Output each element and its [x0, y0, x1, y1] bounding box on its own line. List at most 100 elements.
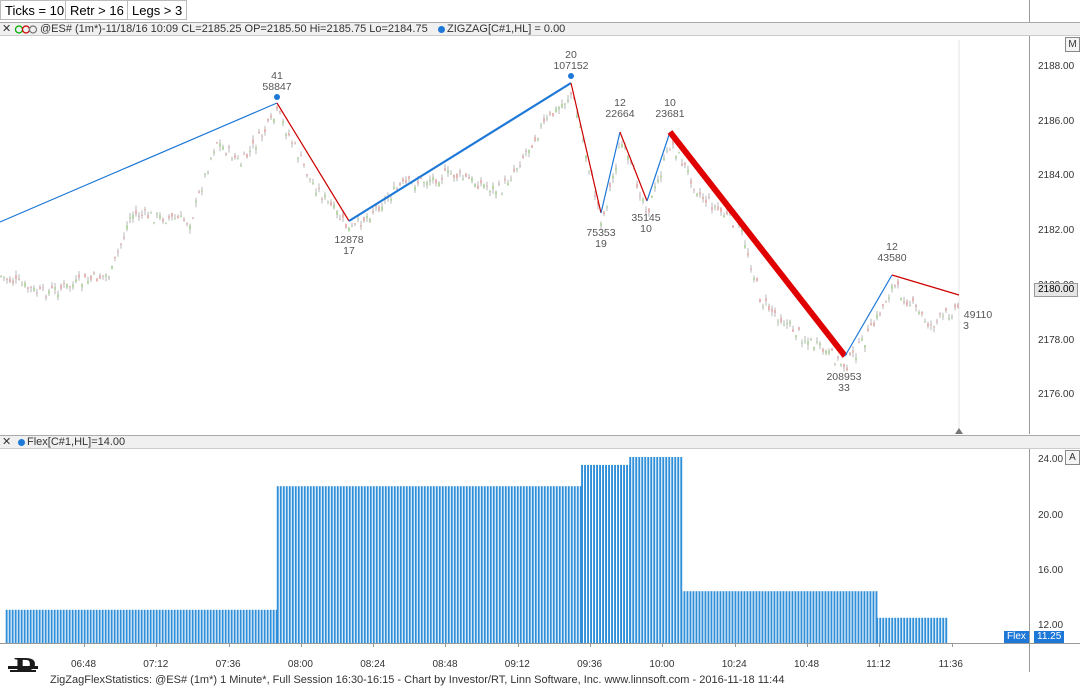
- time-tick-label: 10:00: [649, 659, 675, 670]
- close-pane-icon[interactable]: ✕: [2, 23, 12, 35]
- price-bar-body: [429, 179, 431, 182]
- price-bar-body: [492, 185, 494, 189]
- price-bar-body: [687, 169, 689, 173]
- price-tick-label: 2186.00: [1038, 116, 1075, 127]
- flex-bar: [306, 486, 309, 643]
- scroll-marker-icon[interactable]: [955, 428, 963, 434]
- pivot-label: 19: [595, 238, 607, 250]
- zigzag-indicator-label[interactable]: ZIGZAG[C#1,HL] = 0.00: [447, 23, 566, 35]
- zigzag-leg-down: [570, 82, 602, 214]
- autoscale-button[interactable]: A: [1065, 450, 1080, 465]
- flex-bar: [327, 486, 330, 643]
- price-chart[interactable]: 41 58847 12878 17 20 107152 75353 19 12 …: [0, 36, 1028, 434]
- flex-bar: [659, 457, 662, 643]
- price-bar-body: [624, 146, 626, 148]
- price-bar-body: [903, 301, 905, 303]
- pivot-label: 33: [838, 382, 850, 394]
- flex-bar: [263, 609, 266, 643]
- price-bar-body: [348, 227, 350, 232]
- flex-bar: [104, 609, 107, 643]
- flex-bar: [909, 617, 912, 643]
- flex-bar: [116, 609, 119, 643]
- price-tick-label: 2188.00: [1038, 61, 1075, 72]
- retr-setting-button[interactable]: Retr > 16: [65, 0, 129, 20]
- price-bar-body: [126, 225, 128, 230]
- flex-bar: [749, 591, 752, 643]
- price-bar-body: [156, 213, 158, 215]
- status-text: ZigZagFlexStatistics: @ES# (1m*) 1 Minut…: [50, 674, 785, 686]
- price-bar-body: [645, 211, 647, 213]
- time-tick-label: 10:24: [721, 659, 747, 670]
- flex-bar: [689, 591, 692, 643]
- price-bar-body: [222, 146, 224, 150]
- price-bar-body: [189, 225, 191, 230]
- ticks-setting-button[interactable]: Ticks = 10: [0, 0, 70, 20]
- price-bar-body: [807, 341, 809, 345]
- price-bar-body: [858, 342, 860, 343]
- price-axis[interactable]: M 2188.00 2186.00 2184.00 2182.00 2180.0…: [1029, 36, 1080, 434]
- maximize-button[interactable]: M: [1065, 37, 1080, 52]
- flex-bar: [152, 609, 155, 643]
- flex-bar: [360, 486, 363, 643]
- close-pane-icon[interactable]: ✕: [2, 436, 12, 448]
- price-bar-body: [342, 213, 344, 218]
- flex-bar: [348, 486, 351, 643]
- price-bar-body: [927, 323, 929, 327]
- pivot-label: 12: [614, 97, 626, 109]
- flex-bar: [125, 609, 128, 643]
- flex-bar: [848, 591, 851, 643]
- price-bar-body: [327, 200, 329, 202]
- flex-bar: [767, 591, 770, 643]
- flex-bar: [71, 609, 74, 643]
- zigzag-leg-up: [348, 82, 572, 222]
- price-bar-body: [198, 191, 200, 193]
- flex-bar: [894, 617, 897, 643]
- flex-bar: [441, 486, 444, 643]
- flex-bar: [194, 609, 197, 643]
- flex-bar: [188, 609, 191, 643]
- flex-bar: [453, 486, 456, 643]
- price-bar-body: [363, 217, 365, 222]
- flex-bar: [65, 609, 68, 643]
- pivot-label: 20: [565, 49, 577, 61]
- flex-bar: [638, 457, 641, 643]
- flex-bar: [218, 609, 221, 643]
- time-tick-label: 08:24: [360, 659, 386, 670]
- zigzag-leg-down: [891, 274, 960, 296]
- price-bar-body: [54, 287, 56, 290]
- flex-chart[interactable]: [0, 449, 1028, 643]
- indicator-toggle-icon[interactable]: [14, 25, 39, 34]
- price-bar-body: [597, 201, 599, 205]
- flex-bar: [770, 591, 773, 643]
- flex-bar: [143, 609, 146, 643]
- flex-bar: [824, 591, 827, 643]
- price-bar-body: [654, 186, 656, 189]
- price-bar-body: [618, 147, 620, 149]
- time-tick: [373, 643, 374, 647]
- price-bar-body: [870, 323, 872, 326]
- price-bar-body: [489, 190, 491, 193]
- flex-bar: [288, 486, 291, 643]
- flex-bar: [531, 486, 534, 643]
- time-tick-label: 08:48: [432, 659, 458, 670]
- flex-bar: [519, 486, 522, 643]
- flex-bar: [170, 609, 173, 643]
- time-axis[interactable]: [0, 643, 1080, 672]
- price-bar-body: [3, 276, 5, 278]
- flex-bar: [752, 591, 755, 643]
- flex-axis[interactable]: A 24.00 20.00 16.00 12.00: [1029, 449, 1080, 643]
- price-bar-body: [717, 206, 719, 210]
- price-bar-body: [135, 210, 137, 214]
- flex-bar: [875, 591, 878, 643]
- price-bar-body: [915, 305, 917, 307]
- legs-setting-button[interactable]: Legs > 3: [127, 0, 188, 20]
- flex-bar: [510, 486, 513, 643]
- price-bar-body: [270, 115, 272, 118]
- price-bar-body: [372, 211, 374, 213]
- flex-header-text[interactable]: Flex[C#1,HL]=14.00: [27, 436, 126, 448]
- time-tick: [590, 643, 591, 647]
- toolbar-vline: [1029, 0, 1030, 22]
- flex-bar: [411, 486, 414, 643]
- price-bar-body: [63, 283, 65, 285]
- price-bar-body: [684, 162, 686, 165]
